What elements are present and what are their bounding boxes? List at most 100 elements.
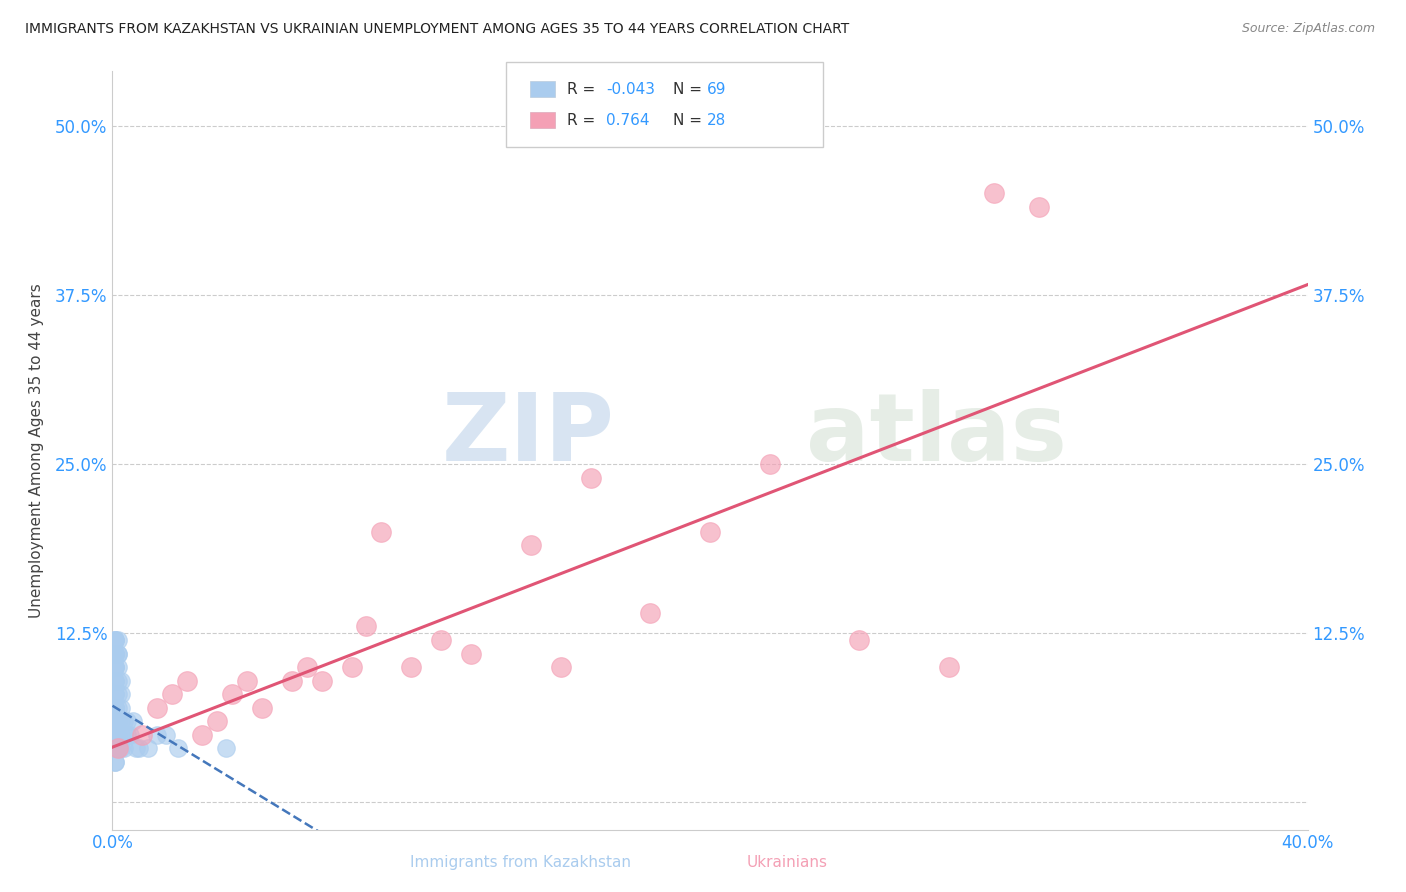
Point bbox=[104, 633, 127, 648]
Text: R =: R = bbox=[567, 82, 600, 96]
Point bbox=[110, 741, 132, 756]
Point bbox=[120, 728, 142, 742]
Point bbox=[110, 673, 132, 688]
Point bbox=[110, 687, 132, 701]
Point bbox=[110, 700, 132, 714]
Point bbox=[110, 728, 132, 742]
Point bbox=[104, 700, 127, 714]
Point bbox=[104, 741, 127, 756]
Point bbox=[114, 728, 135, 742]
Point bbox=[104, 741, 127, 756]
Point bbox=[104, 687, 127, 701]
Text: IMMIGRANTS FROM KAZAKHSTAN VS UKRAINIAN UNEMPLOYMENT AMONG AGES 35 TO 44 YEARS C: IMMIGRANTS FROM KAZAKHSTAN VS UKRAINIAN … bbox=[25, 22, 849, 37]
Point bbox=[430, 633, 453, 648]
Point bbox=[107, 673, 129, 688]
Text: R =: R = bbox=[567, 113, 605, 128]
Text: Ukrainians: Ukrainians bbox=[747, 855, 828, 870]
Point bbox=[114, 741, 135, 756]
Text: Immigrants from Kazakhstan: Immigrants from Kazakhstan bbox=[409, 855, 631, 870]
Point bbox=[104, 714, 127, 729]
Point bbox=[370, 524, 392, 539]
Point bbox=[107, 714, 129, 729]
Point bbox=[162, 687, 183, 701]
Point bbox=[104, 728, 127, 742]
Point bbox=[104, 660, 127, 674]
Point bbox=[983, 186, 1005, 201]
Point bbox=[104, 647, 127, 661]
Point bbox=[579, 470, 602, 484]
Point bbox=[117, 714, 139, 729]
Point bbox=[104, 673, 127, 688]
Point bbox=[107, 728, 129, 742]
Point bbox=[640, 606, 662, 620]
Point bbox=[104, 647, 127, 661]
Point bbox=[221, 687, 243, 701]
Point bbox=[205, 714, 228, 729]
Point bbox=[104, 728, 127, 742]
Y-axis label: Unemployment Among Ages 35 to 44 years: Unemployment Among Ages 35 to 44 years bbox=[30, 283, 44, 618]
Point bbox=[110, 714, 132, 729]
Point bbox=[131, 728, 153, 742]
Point bbox=[104, 647, 127, 661]
Point bbox=[356, 619, 378, 633]
Point bbox=[104, 714, 127, 729]
Point bbox=[117, 728, 139, 742]
Point bbox=[104, 728, 127, 742]
Point bbox=[167, 741, 190, 756]
Point bbox=[104, 714, 127, 729]
Text: -0.043: -0.043 bbox=[606, 82, 655, 96]
Point bbox=[520, 538, 543, 552]
Point bbox=[104, 728, 127, 742]
Point bbox=[146, 700, 169, 714]
Point bbox=[550, 660, 572, 674]
Point bbox=[107, 728, 129, 742]
Point bbox=[107, 741, 129, 756]
Point bbox=[104, 687, 127, 701]
Point bbox=[107, 741, 129, 756]
Point bbox=[138, 741, 160, 756]
Point bbox=[104, 633, 127, 648]
Point bbox=[104, 633, 127, 648]
Point bbox=[107, 633, 129, 648]
Point bbox=[104, 714, 127, 729]
Point bbox=[104, 741, 127, 756]
Point bbox=[848, 633, 870, 648]
Point bbox=[125, 741, 148, 756]
Point bbox=[191, 728, 214, 742]
Point bbox=[250, 700, 273, 714]
Point bbox=[295, 660, 318, 674]
Point bbox=[759, 457, 782, 471]
Point bbox=[176, 673, 198, 688]
Point bbox=[107, 660, 129, 674]
Text: 69: 69 bbox=[707, 82, 727, 96]
Text: Source: ZipAtlas.com: Source: ZipAtlas.com bbox=[1241, 22, 1375, 36]
Point bbox=[104, 673, 127, 688]
Point bbox=[1028, 200, 1050, 214]
Point bbox=[340, 660, 363, 674]
Point bbox=[104, 714, 127, 729]
Point bbox=[107, 647, 129, 661]
Point bbox=[107, 741, 129, 756]
Point bbox=[236, 673, 259, 688]
Point bbox=[104, 660, 127, 674]
Point bbox=[104, 755, 127, 769]
Point bbox=[938, 660, 960, 674]
Point bbox=[107, 687, 129, 701]
Point bbox=[146, 728, 169, 742]
Point bbox=[104, 741, 127, 756]
Point bbox=[215, 741, 238, 756]
Point bbox=[104, 728, 127, 742]
Point bbox=[128, 741, 150, 756]
Point bbox=[104, 728, 127, 742]
Point bbox=[114, 714, 135, 729]
Text: N =: N = bbox=[673, 113, 707, 128]
Text: 28: 28 bbox=[707, 113, 727, 128]
Point bbox=[281, 673, 304, 688]
Point bbox=[699, 524, 721, 539]
Point bbox=[104, 647, 127, 661]
Point bbox=[155, 728, 177, 742]
Point bbox=[401, 660, 423, 674]
Point bbox=[107, 700, 129, 714]
Point bbox=[104, 700, 127, 714]
Point bbox=[311, 673, 333, 688]
